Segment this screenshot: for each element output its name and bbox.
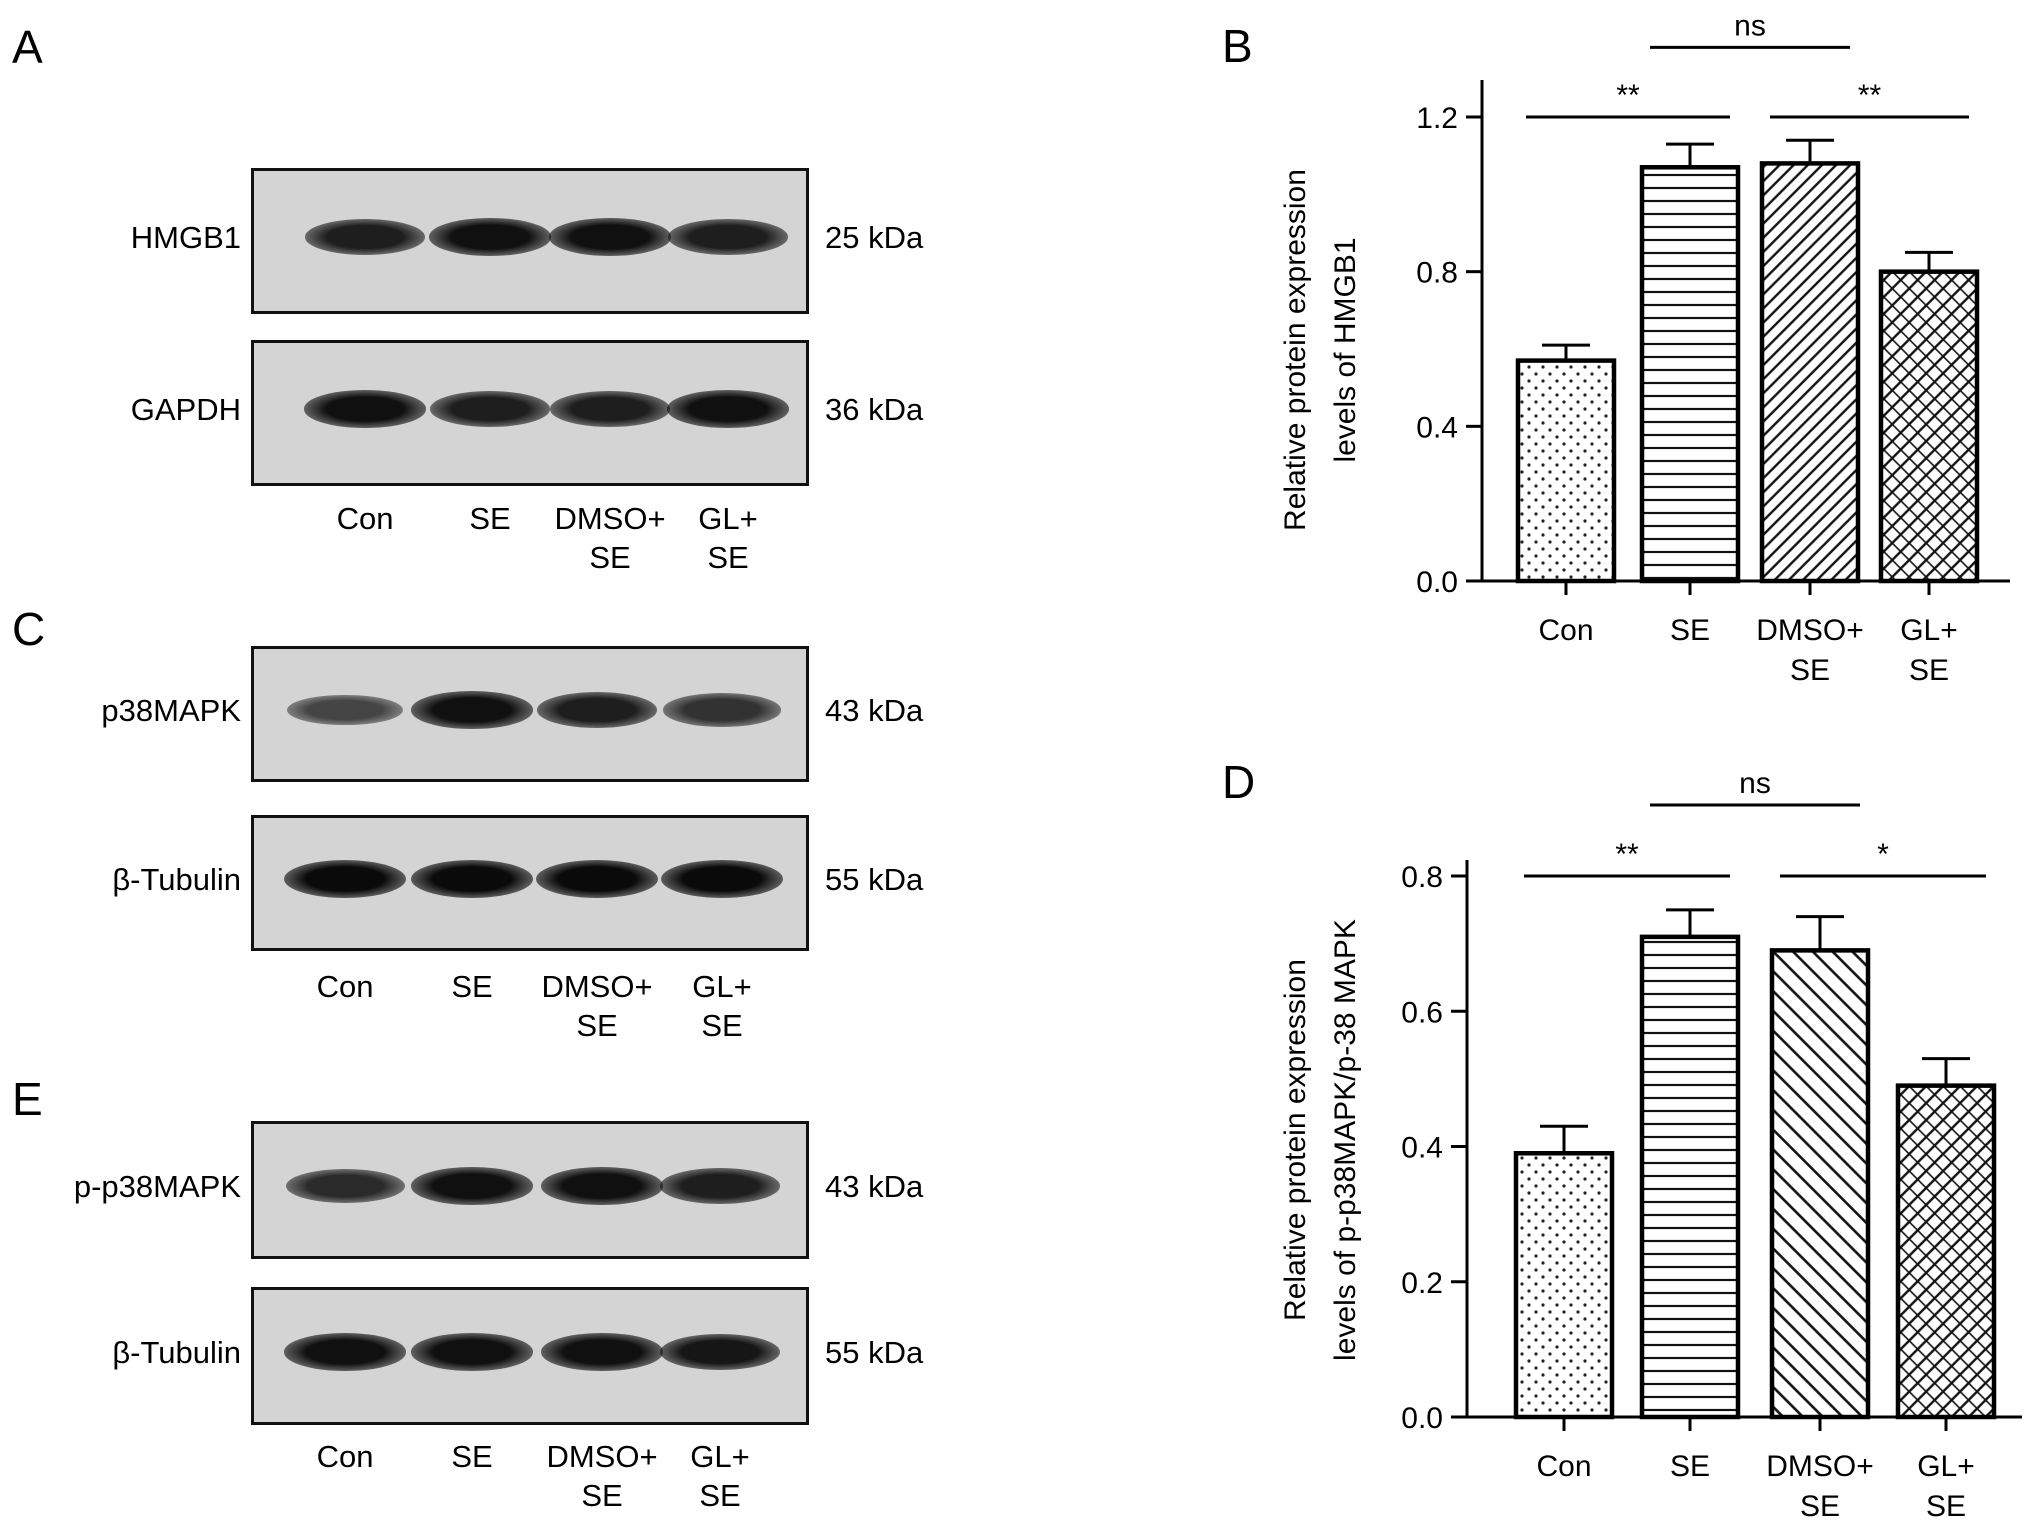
significance-label: ns <box>1734 9 1766 42</box>
lane-label: Con <box>316 1439 374 1474</box>
protein-label: GAPDH <box>130 392 241 427</box>
blot-band <box>284 860 406 898</box>
molecular-weight-label: 55 kDa <box>825 862 924 897</box>
molecular-weight-label: 55 kDa <box>825 1335 924 1370</box>
x-tick-label: SE <box>1790 654 1830 687</box>
x-tick-label: SE <box>1909 654 1949 687</box>
molecular-weight-label: 36 kDa <box>825 392 924 427</box>
y-tick-label: 1.2 <box>1416 102 1458 135</box>
x-tick-label: SE <box>1670 1450 1710 1483</box>
blot-band <box>661 860 783 898</box>
significance-label: ** <box>1858 79 1882 112</box>
significance-label: ** <box>1615 838 1639 871</box>
y-tick-label: 0.4 <box>1401 1132 1443 1165</box>
y-axis-label: Relative protein expression <box>1279 959 1312 1321</box>
significance-label: * <box>1877 838 1889 871</box>
x-tick-label: DMSO+ <box>1766 1450 1874 1483</box>
lane-label: GL+ SE <box>690 1439 750 1513</box>
bar <box>1513 1151 1615 1420</box>
panel-e-letter: E <box>12 1073 43 1125</box>
y-axis-label: Relative protein expression <box>1279 169 1312 531</box>
y-tick-label: 0.0 <box>1416 566 1458 599</box>
blot-band <box>429 218 551 256</box>
molecular-weight-label: 25 kDa <box>825 220 924 255</box>
blot-band <box>667 390 789 428</box>
blot-band <box>536 692 658 728</box>
panel-d-letter: D <box>1222 756 1255 808</box>
lane-label: SE <box>451 1439 493 1474</box>
x-tick-label: GL+ <box>1917 1450 1975 1483</box>
blot-strip <box>251 1287 809 1425</box>
blot-strip <box>251 340 809 486</box>
bar <box>1895 1083 1997 1420</box>
x-tick-label: SE <box>1926 1490 1966 1523</box>
panel-c-letter: C <box>12 603 46 655</box>
lane-label: DMSO+ SE <box>541 969 653 1043</box>
blot-band <box>541 1167 663 1205</box>
y-tick-label: 0.0 <box>1401 1402 1443 1435</box>
protein-label: β-Tubulin <box>112 1335 241 1370</box>
blot-strip <box>251 168 809 314</box>
blot-band <box>549 218 671 256</box>
blot-band <box>536 860 658 898</box>
y-tick-label: 0.8 <box>1416 257 1458 290</box>
bar <box>1878 269 1980 584</box>
blot-strip <box>251 646 809 782</box>
significance-label: ** <box>1616 79 1640 112</box>
molecular-weight-label: 43 kDa <box>825 1169 924 1204</box>
blot-band <box>429 391 551 427</box>
blot-band <box>659 1168 781 1204</box>
bar <box>1769 948 1871 1420</box>
significance-label: ns <box>1739 767 1771 800</box>
y-axis-label: levels of p-p38MAPK/p-38 MAPK <box>1329 919 1362 1361</box>
bar <box>1515 358 1617 584</box>
y-tick-label: 0.2 <box>1401 1267 1443 1300</box>
protein-label: HMGB1 <box>130 220 241 255</box>
x-tick-label: DMSO+ <box>1756 614 1864 647</box>
lane-label: Con <box>336 501 394 536</box>
lane-label: GL+ SE <box>698 501 758 575</box>
blot-band <box>284 1333 406 1371</box>
molecular-weight-label: 43 kDa <box>825 693 924 728</box>
panel-b-letter: B <box>1222 20 1253 72</box>
lane-label: Con <box>316 969 374 1004</box>
protein-label: p38MAPK <box>101 693 241 728</box>
blot-band <box>411 1167 533 1205</box>
y-tick-label: 0.6 <box>1401 996 1443 1029</box>
y-axis-label: levels of HMGB1 <box>1329 237 1362 462</box>
blot-band <box>411 1333 533 1371</box>
blot-band <box>304 219 426 255</box>
lane-label: GL+ SE <box>692 969 752 1043</box>
blot-band <box>411 860 533 898</box>
blot-band <box>659 1333 781 1371</box>
bar <box>1639 934 1741 1420</box>
y-tick-label: 0.8 <box>1401 861 1443 894</box>
blot-band <box>285 1169 405 1203</box>
x-tick-label: Con <box>1538 614 1593 647</box>
bar <box>1759 161 1861 584</box>
panel-a-letter: A <box>12 21 43 73</box>
lane-label: DMSO+ SE <box>546 1439 658 1513</box>
blot-band <box>667 219 789 255</box>
protein-label: p-p38MAPK <box>73 1169 241 1204</box>
blot-band <box>662 693 782 727</box>
blot-band <box>286 694 404 726</box>
blot-band <box>541 1333 663 1371</box>
blot-strip <box>251 815 809 951</box>
protein-label: β-Tubulin <box>112 862 241 897</box>
x-tick-label: GL+ <box>1900 614 1958 647</box>
lane-label: SE <box>469 501 511 536</box>
x-tick-label: SE <box>1670 614 1710 647</box>
lane-label: SE <box>451 969 493 1004</box>
blot-strip <box>251 1121 809 1259</box>
x-tick-label: Con <box>1536 1450 1591 1483</box>
bar <box>1639 165 1741 584</box>
y-tick-label: 0.4 <box>1416 411 1458 444</box>
x-tick-label: SE <box>1800 1490 1840 1523</box>
lane-label: DMSO+ SE <box>554 501 666 575</box>
blot-band <box>549 391 671 427</box>
blot-band <box>304 390 426 428</box>
blot-band <box>411 691 533 729</box>
